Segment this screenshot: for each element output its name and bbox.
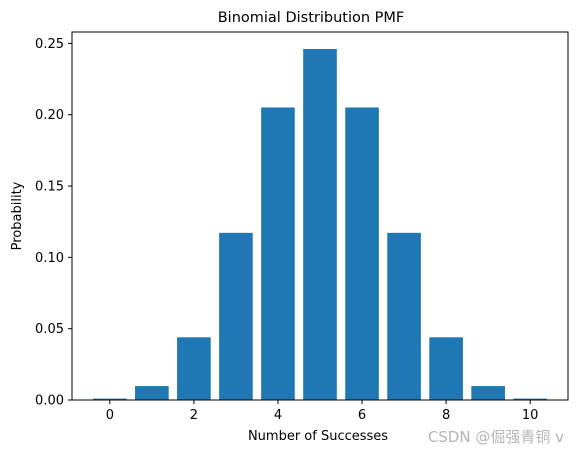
x-tick-label: 6	[358, 408, 366, 423]
y-tick-label: 0.15	[35, 180, 64, 195]
watermark: CSDN @倔强青铜 v	[427, 428, 564, 446]
x-axis-ticks: 0 2 4 6 8 10	[106, 400, 539, 423]
y-tick-label: 0.00	[35, 394, 64, 409]
bar-7	[387, 232, 421, 400]
bar-2	[177, 337, 211, 400]
bar-8	[429, 337, 463, 400]
x-tick-label: 2	[190, 408, 198, 423]
chart-title: Binomial Distribution PMF	[218, 10, 405, 26]
x-tick-label: 10	[522, 408, 539, 423]
bar-1	[135, 386, 169, 400]
plot-frame	[71, 31, 569, 401]
y-tick-label: 0.05	[35, 322, 64, 337]
y-axis-ticks: 0.00 0.05 0.10 0.15 0.20 0.25	[35, 37, 72, 409]
x-tick-label: 4	[274, 408, 282, 423]
bar-5	[303, 48, 337, 400]
x-tick-label: 0	[106, 408, 114, 423]
y-axis-label: Probability	[10, 181, 25, 250]
bar-4	[261, 107, 295, 400]
bar-10	[513, 398, 547, 400]
bar-9	[471, 386, 505, 400]
bar-3	[219, 232, 253, 400]
x-tick-label: 8	[442, 408, 450, 423]
y-tick-label: 0.10	[35, 251, 64, 266]
bar-6	[345, 107, 379, 400]
y-tick-label: 0.20	[35, 108, 64, 123]
bar-0	[93, 398, 127, 400]
y-tick-label: 0.25	[35, 37, 64, 52]
x-axis-label: Number of Successes	[248, 429, 388, 444]
bars-group	[93, 48, 547, 400]
